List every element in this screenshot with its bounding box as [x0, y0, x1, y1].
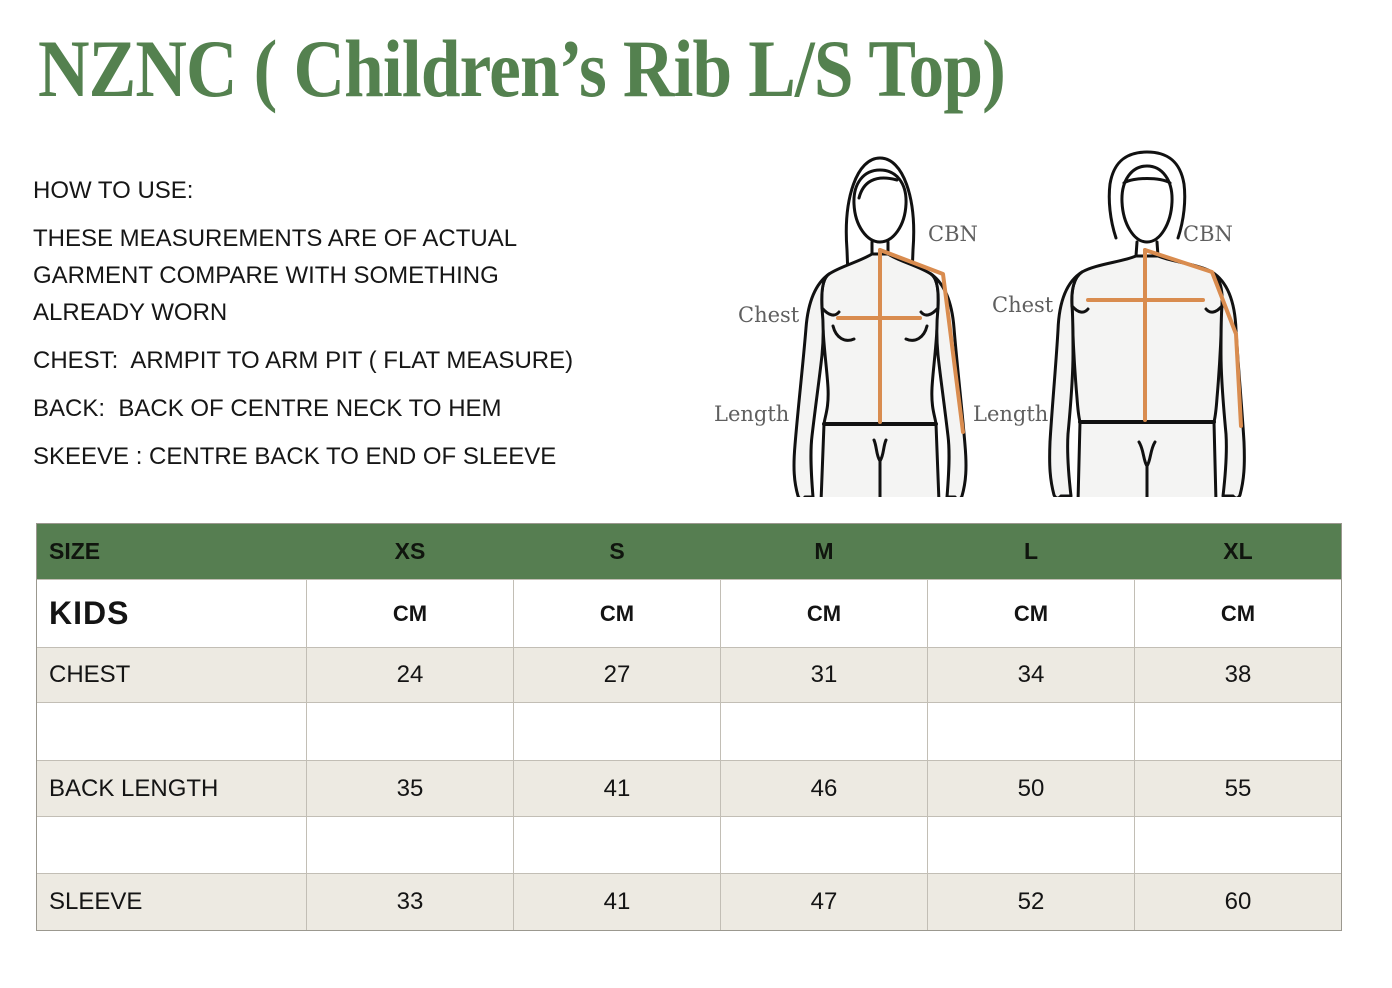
size-table: SIZE XS S M L XL KIDS CM CM CM CM CM CHE… [36, 523, 1342, 931]
back-length-value-l: 50 [927, 760, 1134, 816]
female-left-arm [792, 272, 831, 497]
spacer-cell [37, 702, 306, 760]
female-chest-curves [831, 324, 929, 342]
instructions-heading: HOW TO USE: [33, 177, 194, 204]
measurement-diagrams: CBN Chest Length CBN Chest Length [700, 145, 1392, 497]
female-length-label: Length [714, 402, 790, 426]
instructions-block: HOW TO USE: THESE MEASUREMENTS ARE OF AC… [33, 172, 633, 486]
spacer-cell [513, 816, 720, 873]
page-title: NZNC ( Children’s Rib L/S Top) [38, 23, 1006, 114]
spacer-cell [37, 816, 306, 873]
unit-cell: CM [513, 579, 720, 647]
spacer-cell [720, 702, 927, 760]
size-table-header-m: M [720, 524, 927, 579]
kids-row-label: KIDS [37, 579, 306, 647]
male-figure-diagram [1048, 150, 1246, 497]
unit-cell: CM [927, 579, 1134, 647]
sleeve-row-label: SLEEVE [37, 873, 306, 930]
female-right-arm [929, 272, 968, 497]
male-fringe [1122, 177, 1172, 185]
female-hair [844, 156, 916, 304]
back-length-value-xs: 35 [306, 760, 513, 816]
size-table-header-s: S [513, 524, 720, 579]
chest-value-xs: 24 [306, 647, 513, 702]
male-hair [1107, 150, 1187, 240]
sleeve-value-xs: 33 [306, 873, 513, 930]
spacer-cell [513, 702, 720, 760]
back-length-value-s: 41 [513, 760, 720, 816]
instruction-line: SKEEVE : CENTRE BACK TO END OF SLEEVE [33, 443, 557, 470]
sleeve-value-s: 41 [513, 873, 720, 930]
spacer-cell [306, 816, 513, 873]
female-chest-label: Chest [738, 303, 800, 327]
female-cbn-label: CBN [928, 222, 978, 246]
size-table-header-l: L [927, 524, 1134, 579]
male-crotch [1137, 440, 1157, 497]
female-fringe [857, 176, 899, 200]
male-left-arm [1048, 270, 1084, 497]
chest-value-l: 34 [927, 647, 1134, 702]
spacer-cell [927, 702, 1134, 760]
size-table-header-xl: XL [1134, 524, 1341, 579]
instruction-line: THESE MEASUREMENTS ARE OF ACTUAL GARMENT… [33, 225, 523, 326]
female-crotch [872, 438, 888, 497]
instruction-line: CHEST: ARMPIT TO ARM PIT ( FLAT MEASURE) [33, 347, 574, 374]
unit-cell: CM [306, 579, 513, 647]
spacer-cell [720, 816, 927, 873]
chest-value-m: 31 [720, 647, 927, 702]
male-face [1120, 164, 1174, 244]
male-cbn-label: CBN [1183, 222, 1233, 246]
spacer-cell [1134, 702, 1341, 760]
chest-row-label: CHEST [37, 647, 306, 702]
back-length-value-xl: 55 [1134, 760, 1341, 816]
unit-cell: CM [720, 579, 927, 647]
chest-value-xl: 38 [1134, 647, 1341, 702]
size-table-header-size: SIZE [37, 524, 306, 579]
female-face [852, 168, 908, 244]
spacer-cell [306, 702, 513, 760]
female-sleeve-line [878, 248, 965, 434]
sleeve-value-l: 52 [927, 873, 1134, 930]
male-length-label: Length [973, 402, 1049, 426]
size-table-header-xs: XS [306, 524, 513, 579]
spacer-cell [1134, 816, 1341, 873]
male-sleeve-line [1143, 248, 1243, 428]
back-length-row-label: BACK LENGTH [37, 760, 306, 816]
unit-cell: CM [1134, 579, 1341, 647]
sleeve-value-xl: 60 [1134, 873, 1341, 930]
male-chest-label: Chest [992, 293, 1054, 317]
spacer-cell [927, 816, 1134, 873]
male-armpit-lines [1070, 304, 1224, 314]
chest-value-s: 27 [513, 647, 720, 702]
sleeve-value-m: 47 [720, 873, 927, 930]
instruction-line: BACK: BACK OF CENTRE NECK TO HEM [33, 395, 502, 422]
back-length-value-m: 46 [720, 760, 927, 816]
female-armpit-lines [820, 306, 940, 317]
female-figure-diagram [792, 156, 968, 497]
